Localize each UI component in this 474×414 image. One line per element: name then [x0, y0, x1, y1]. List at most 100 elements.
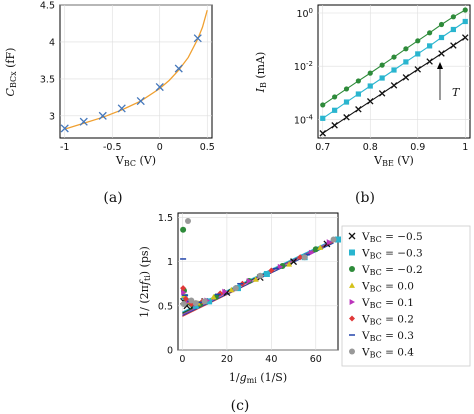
panel-b-data-point — [427, 30, 433, 36]
panel-c-ytick-label: 1 — [167, 257, 173, 268]
panel-b-ytick-label: 100 — [296, 7, 313, 20]
panel-b-data-point — [462, 7, 468, 13]
panel-b-data-point — [462, 18, 468, 25]
temperature-label: T — [452, 86, 461, 99]
panel-c-data-point — [301, 254, 308, 261]
panel-b-data-point — [355, 78, 361, 84]
legend-label-subscript: BC — [370, 235, 382, 244]
legend-label: VBC = −0.5 — [361, 231, 423, 244]
panel-b-data-point — [461, 34, 469, 41]
panel-c-plot-area — [180, 217, 341, 317]
panel-b-data-point — [438, 34, 445, 41]
panel-b-frame — [317, 4, 471, 139]
panel-c-data-point — [180, 285, 187, 292]
panel-c-xtick-label: 0 — [179, 354, 185, 365]
panel-b-ytick-exponent: -4 — [306, 113, 314, 121]
panel-c-xlabel: 1/gmi (1/S) — [229, 371, 287, 385]
panel-c-data-point — [210, 293, 217, 300]
panel-a-data-point — [98, 111, 107, 120]
panel-c-data-point — [312, 246, 319, 253]
legend-label-subscript: BC — [370, 285, 382, 294]
panel-b-data-point — [390, 82, 398, 89]
legend-label-value: = −0.5 — [382, 231, 423, 243]
panel-b-data-point — [438, 50, 445, 57]
panel-a-data-point — [193, 34, 202, 43]
panel-c-data-point — [252, 276, 259, 282]
legend-marker — [349, 266, 355, 272]
panel-b-data-point — [391, 67, 397, 73]
legend-label-value: = −0.3 — [382, 248, 423, 260]
panel-a-xtick-label: 0.5 — [200, 142, 215, 153]
legend-label-subscript: BC — [370, 301, 382, 310]
legend-label: VBC = −0.3 — [361, 248, 423, 261]
panel-c-ytick-label: 1.5 — [158, 213, 173, 224]
panel-b-data-point — [450, 42, 457, 49]
legend-label: VBC = 0.2 — [361, 314, 414, 327]
panel-a-fit-line — [64, 9, 208, 130]
panel-c-legend: VBC = −0.5 VBC = −0.3 VBC = −0.2 VBC = 0.0 V… — [341, 225, 471, 367]
legend-marker — [349, 299, 355, 305]
legend-label: VBC = −0.2 — [361, 264, 423, 277]
panel-c-data-point — [201, 298, 208, 305]
panel-c-data-point — [222, 288, 228, 295]
panel-b-data-point — [403, 46, 409, 52]
legend-label-value: = 0.3 — [382, 330, 414, 342]
panel-c-data-point — [180, 301, 187, 308]
panel-a-frame — [59, 4, 213, 139]
panel-b-data-point — [367, 70, 373, 76]
panel-a-xtick-label: 0 — [157, 142, 163, 153]
legend-marker — [348, 232, 356, 240]
legend-label-subscript: BC — [370, 318, 382, 327]
legend-label-value: = 0.0 — [382, 281, 414, 293]
panel-b-data-point — [450, 26, 456, 33]
panel-b-data-point — [402, 74, 410, 81]
panel-b-data-point — [378, 90, 386, 97]
panel-c-data-point — [297, 254, 304, 261]
panel-b-data-point — [414, 66, 422, 73]
panel-c-data-point — [290, 258, 298, 266]
panel-a-data-point — [79, 117, 88, 126]
panel-b-ytick-exponent: 0 — [309, 7, 313, 15]
panel-c-data-point — [232, 285, 239, 292]
legend-box — [341, 225, 471, 367]
panel-a-ytick-label: 4 — [49, 37, 55, 48]
legend-marker — [349, 348, 355, 355]
panel-b-data-point — [438, 21, 445, 28]
panel-c-data-point — [206, 298, 213, 305]
panel-b-data-point — [332, 107, 338, 113]
panel-b-data-point — [343, 114, 350, 121]
panel-b-data-point — [450, 14, 456, 20]
legend-marker — [349, 282, 355, 288]
panel-b-data-point — [415, 38, 421, 44]
legend-label-subscript: BC — [370, 351, 382, 360]
panel-a-ytick-label: 4.5 — [40, 1, 55, 12]
panel-b-ytick-exponent: -2 — [306, 60, 313, 68]
panel-c-data-point — [330, 236, 337, 243]
panel-c-xtick-label: 60 — [310, 354, 322, 365]
panel-a-ticks: -1 -0.5 0 0.5 3 3.5 4 4.5 — [40, 1, 215, 154]
panel-c-data-point — [263, 270, 270, 277]
panel-c-data-point — [192, 300, 199, 307]
panel-c-data-point — [182, 295, 189, 302]
panel-c-data-point — [228, 286, 235, 293]
panel-b-data-point — [331, 122, 338, 129]
panel-b-data-point — [320, 115, 326, 121]
legend-label-value: = 0.4 — [382, 347, 414, 359]
panel-b-xtick-label: 0.9 — [410, 142, 425, 153]
panel-c-data-point — [286, 261, 293, 267]
panel-b-data-point — [343, 99, 350, 105]
panel-c-chart: 0 20 40 60 0 0.5 1 1.5 1/gmi (1/S) 1/ (2πfti) (… — [138, 212, 471, 414]
legend-marker — [349, 315, 355, 322]
panel-b-caption: (b) — [355, 190, 375, 206]
legend-label-subscript: BC — [370, 252, 382, 261]
panel-b-data-point — [366, 98, 374, 105]
panel-c-data-point — [317, 244, 324, 250]
legend-label-subscript: BC — [370, 268, 382, 277]
panel-b-xlabel: VBE (V) — [373, 154, 414, 168]
panel-a-ytick-label: 3 — [49, 111, 55, 122]
panel-a-caption: (a) — [103, 190, 122, 206]
panel-c-data-point — [246, 278, 253, 285]
panel-c-data-point — [335, 236, 341, 243]
panel-b-plot-area — [319, 7, 469, 137]
panel-c-grid — [178, 213, 338, 351]
